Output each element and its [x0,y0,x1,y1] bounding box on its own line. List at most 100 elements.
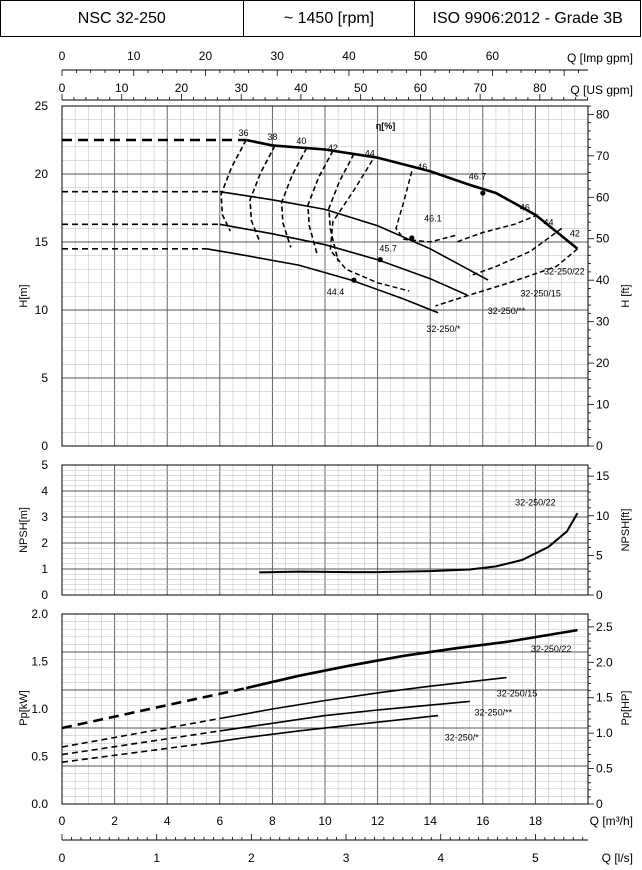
ls-tick-label: 4 [437,851,444,865]
npsh_ft-tick-label: 10 [596,509,610,523]
npsh-model-label: 32-250/22 [515,497,556,507]
panel-frame-power [61,613,589,805]
h_m-tick-label: 25 [35,99,49,113]
ls-tick-label: 3 [343,851,350,865]
m3h-axis-label: Q [m³/h] [590,814,633,828]
m3h-tick-label: 16 [476,814,490,828]
best-efficiency-point [409,235,415,241]
power-model-label: 32-250/15 [497,689,538,699]
efficiency-contour-right [395,171,457,243]
h_ft-tick-label: 60 [596,190,610,204]
speed-title: ~ 1450 [rpm] [244,1,416,36]
h_ft-tick-label: 20 [596,356,610,370]
us-gpm-tick-label: 60 [414,81,428,95]
imp-gpm-tick-label: 40 [342,49,356,63]
head-model-label: 32-250/15 [520,288,561,298]
m3h-tick-label: 14 [424,814,438,828]
imp-gpm-axis-label: Q [Imp gpm] [567,51,633,65]
panel-frame-head [61,105,589,447]
m3h-tick-label: 18 [529,814,543,828]
p_hp-tick-label: 1.5 [596,691,613,705]
power-curve-dashed-32-250-15 [61,717,220,748]
imp-gpm-tick-label: 10 [127,49,141,63]
power-curve-32-250-15 [219,676,507,720]
chart-header: NSC 32-250 ~ 1450 [rpm] ISO 9906:2012 - … [0,0,641,37]
efficiency-title: η[%] [376,121,396,131]
ls-tick-label: 5 [532,851,539,865]
efficiency-contour-right [329,160,410,292]
us-gpm-axis-label: Q [US gpm] [570,83,633,97]
npsh_m-tick-label: 3 [41,510,48,524]
imp-gpm-tick-label: 30 [271,49,285,63]
efficiency-label: 46 [520,203,530,213]
m3h-tick-label: 2 [111,814,118,828]
npsh_m-tick-label: 1 [41,562,48,576]
ls-tick-label: 0 [59,851,66,865]
power-hp-axis-label: Pp[HP] [620,691,632,726]
h_ft-tick-label: 50 [596,232,610,246]
efficiency-label: 45.7 [379,244,397,254]
h_ft-tick-label: 40 [596,273,610,287]
p_kw-tick-label: 2.0 [31,607,48,621]
h_ft-tick-label: 10 [596,398,610,412]
grid-layer [61,69,594,841]
head-curve-32-250- [219,223,468,296]
ls-tick-label: 2 [248,851,255,865]
p_kw-tick-label: 1.0 [31,702,48,716]
us-gpm-tick-label: 0 [59,81,66,95]
npsh-curve-32-250-22 [259,512,579,574]
power-model-label: 32-250/* [445,732,480,742]
head-m-axis-label: H[m] [18,284,30,307]
power-curve-32-250- [219,700,470,732]
standard-title: ISO 9906:2012 - Grade 3B [432,9,623,27]
h_ft-tick-label: 80 [596,107,610,121]
h_m-tick-label: 10 [35,303,49,317]
imp-gpm-tick-label: 50 [414,49,428,63]
npsh_ft-tick-label: 15 [596,469,610,483]
us-gpm-tick-label: 10 [115,81,129,95]
ls-tick-label: 1 [153,851,160,865]
p_hp-tick-label: 0 [596,797,603,811]
us-gpm-tick-label: 20 [175,81,189,95]
p_hp-tick-label: 1.0 [596,726,613,740]
efficiency-label: 42 [570,229,580,239]
imp-gpm-tick-label: 20 [199,49,213,63]
npsh-ft-axis-label: NPSH[ft] [620,509,632,552]
ls-axis-label: Q [l/s] [602,851,633,865]
h_m-tick-label: 15 [35,235,49,249]
efficiency-contour-left [220,139,247,232]
us-gpm-tick-label: 70 [473,81,487,95]
efficiency-contour-left [280,147,308,248]
us-gpm-tick-label: 50 [354,81,368,95]
h_ft-tick-label: 70 [596,149,610,163]
m3h-tick-label: 4 [164,814,171,828]
power-model-label: 32-250/22 [531,644,572,654]
power-kw-axis-label: Pp[kW] [18,690,30,725]
efficiency-label: 42 [328,143,338,153]
head-model-label: 32-250/** [488,306,526,316]
p_kw-tick-label: 0.0 [31,797,48,811]
efficiency-contour-right [456,214,539,243]
efficiency-contour-left [307,150,334,255]
m3h-tick-label: 10 [318,814,332,828]
efficiency-contours [220,139,578,307]
p_hp-tick-label: 2.0 [596,655,613,669]
h_m-tick-label: 0 [41,439,48,453]
efficiency-label: 44 [365,148,375,158]
p_hp-tick-label: 2.5 [596,620,613,634]
efficiency-label: 46.7 [469,171,487,181]
model-title: NSC 32-250 [1,1,244,36]
power-model-label: 32-250/** [475,708,513,718]
efficiency-label: 46.1 [424,214,442,224]
power-curve-dashed-32-250- [61,742,207,763]
efficiency-contour-left [249,145,276,242]
npsh_m-tick-label: 2 [41,536,48,550]
p_hp-tick-label: 0.5 [596,762,613,776]
best-efficiency-point [377,257,383,263]
power-curve-dashed-32-250- [61,730,220,756]
efficiency-label: 44.4 [327,287,345,297]
best-efficiency-point [480,190,486,196]
efficiency-label: 40 [296,136,306,146]
best-efficiency-point [351,277,357,283]
efficiency-contour-right [435,248,578,307]
